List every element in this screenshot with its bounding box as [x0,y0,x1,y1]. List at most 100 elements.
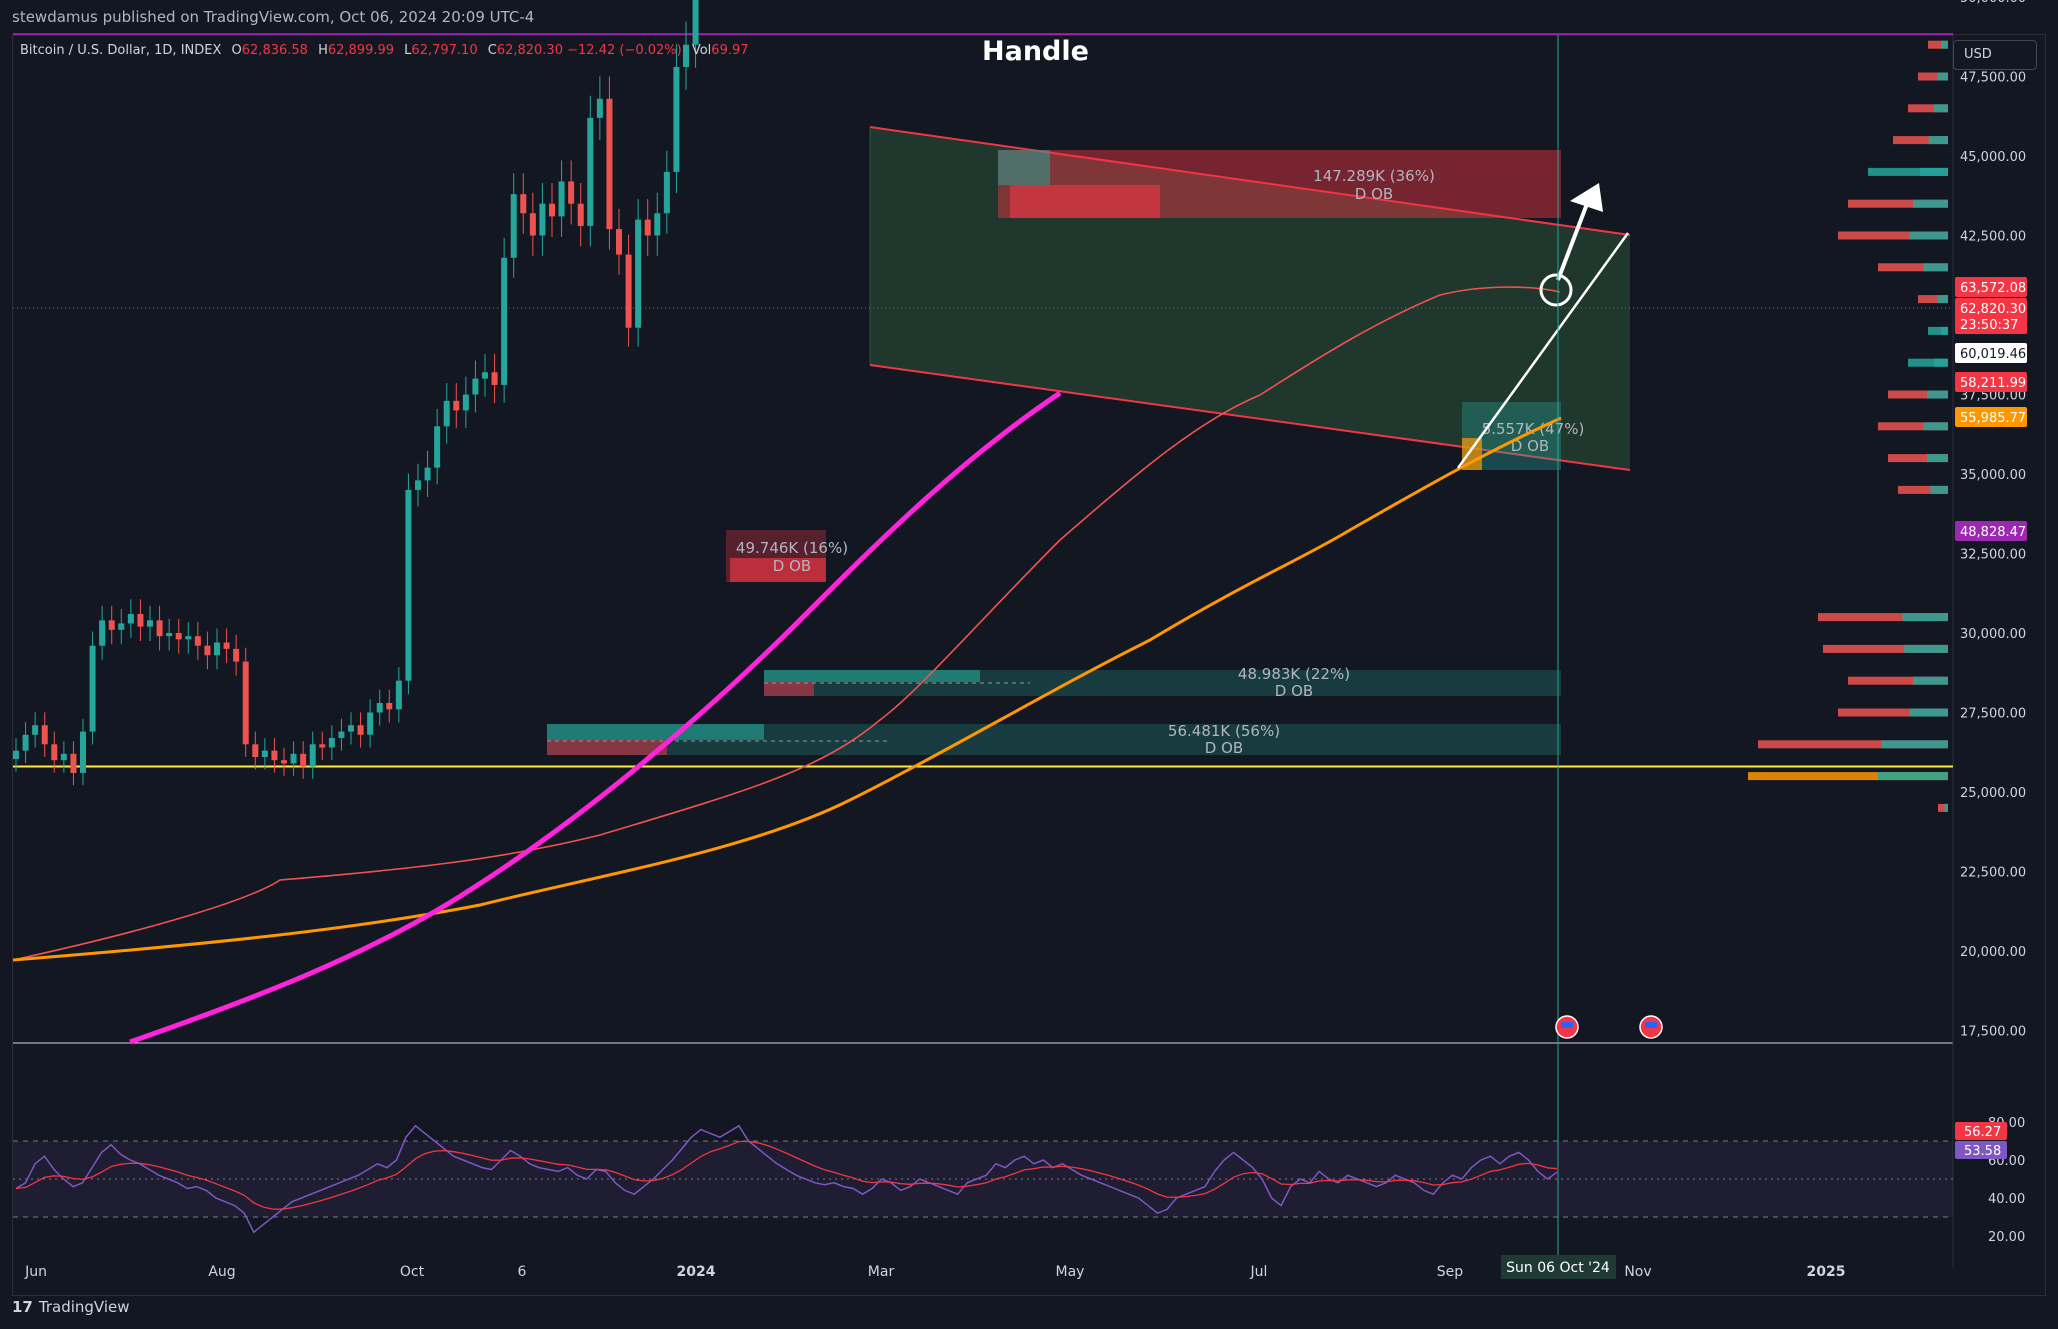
x-tick-label-5: Mar [868,1264,895,1280]
candle-58 [568,160,575,225]
candle-body-32 [319,744,326,748]
candle-10 [108,605,115,645]
rsi-marker-0: 53.58 [1955,1141,2007,1159]
candle-32 [319,731,326,761]
rsi-marker-bg-1 [1955,1122,2007,1140]
candle-3 [41,712,48,757]
candle-62 [606,76,613,250]
vp-bar-green-24 [1937,72,1948,81]
candle-26 [261,738,268,770]
brand-name: TradingView [38,1298,130,1316]
candle-31 [309,731,316,779]
y-tick-label-16: 37,500.00 [1960,389,2026,404]
candle-body-42 [415,480,421,490]
ob-mid-label: 49.746K (16%) [736,539,848,557]
price-marker-bg-5 [1955,407,2027,427]
currency-selector[interactable]: USD [1953,40,2037,70]
candle-5 [60,741,67,773]
low-label: L [404,43,412,58]
vp-bar-green-38 [1902,613,1948,622]
wedge-top-line [869,126,1631,236]
candle-body-71 [692,0,699,45]
vp-bar-25 [1908,104,1948,113]
candle-12 [127,599,134,638]
tradingview-logo-icon: 17 [12,1298,33,1316]
candle-body-49 [482,372,488,379]
candle-body-56 [549,203,555,217]
candle-66 [644,199,651,256]
vp-bar-23 [1928,40,1948,49]
candle-body-24 [242,661,249,745]
candle-body-14 [147,620,153,627]
candle-body-21 [214,642,220,656]
candle-45 [443,383,450,444]
price-marker-label-3: 60,019.46 [1960,347,2026,362]
candle-body-5 [60,753,67,761]
crosshair-date-bg [1501,1255,1616,1279]
candle-body-35 [348,725,354,732]
candle-body-43 [424,467,431,481]
vp-bar-26 [1893,136,1948,145]
vp-bar-28 [1848,199,1948,208]
x-tick-label-4: 2024 [677,1264,716,1280]
candle-41 [405,473,412,695]
vp-bar-green-27 [1920,167,1948,176]
candle-24 [242,647,249,757]
candle-1 [22,721,29,764]
rsi-marker-label-1: 56.27 [1964,1125,2001,1140]
candle-body-37 [367,712,374,735]
candle-body-26 [261,750,268,758]
vp-bar-green-30 [1923,263,1948,272]
rsi-marker-1: 56.27 [1955,1122,2007,1140]
candle-54 [529,192,536,256]
candle-42 [415,463,421,507]
symbol-name[interactable]: Bitcoin / U.S. Dollar, 1D, INDEX [20,43,222,58]
ema-200-line [12,416,1562,962]
ob-top-label: 147.289K (36%) [1313,167,1435,185]
candle-40 [395,667,402,723]
candle-body-0 [13,750,19,760]
candle-60 [587,95,594,247]
candle-36 [357,712,364,748]
candle-body-12 [127,613,134,624]
vp-bar-44 [1938,803,1948,812]
vp-bar-green-35 [1923,422,1948,431]
ob-35k-sub: D OB [1205,739,1243,757]
price-marker-label-4: 58,211.99 [1960,376,2026,391]
ob-40k-label: 48.983K (22%) [1238,665,1350,683]
vp-bar-green-31 [1937,295,1948,304]
price-marker-1: 62,820.30 [1955,298,2027,318]
vp-bar-green-23 [1941,40,1948,49]
candle-7 [80,718,86,786]
x-tick-label-0: Jun [24,1264,47,1280]
candle-body-10 [108,620,115,630]
ob-top-origin [998,150,1050,185]
candle-body-1 [22,734,29,751]
candle-48 [472,360,479,413]
candle-17 [175,618,182,654]
publisher-bar: stewdamus published on TradingView.com, … [0,0,2058,34]
candle-38 [376,689,383,726]
breakout-arrow-shaft [1556,195,1592,281]
volume-value: 69.97 [711,43,749,58]
vp-bar-green-29 [1909,231,1948,240]
us-flag-event-canton-0 [1561,1022,1573,1028]
low-value: 62,797.10 [411,43,478,58]
us-flag-event-canton-1 [1645,1022,1657,1028]
candle-20 [204,631,211,670]
price-marker-bg-6 [1955,521,2027,541]
symbol-legend: Bitcoin / U.S. Dollar, 1D, INDEX O62,836… [20,43,749,58]
price-marker-label-6: 48,828.47 [1960,525,2026,540]
candle-body-16 [166,633,173,637]
vp-bar-34 [1888,390,1948,399]
candle-57 [558,160,565,237]
candle-body-11 [118,623,125,630]
vp-bar-green-44 [1944,803,1948,812]
candle-body-8 [89,645,96,732]
y-tick-label-14: 42,500.00 [1960,230,2026,245]
price-marker-6: 48,828.47 [1955,521,2027,541]
vp-bar-33 [1908,358,1948,367]
ob-low-label: 5.557K (47%) [1482,420,1585,438]
candle-body-41 [405,489,412,681]
